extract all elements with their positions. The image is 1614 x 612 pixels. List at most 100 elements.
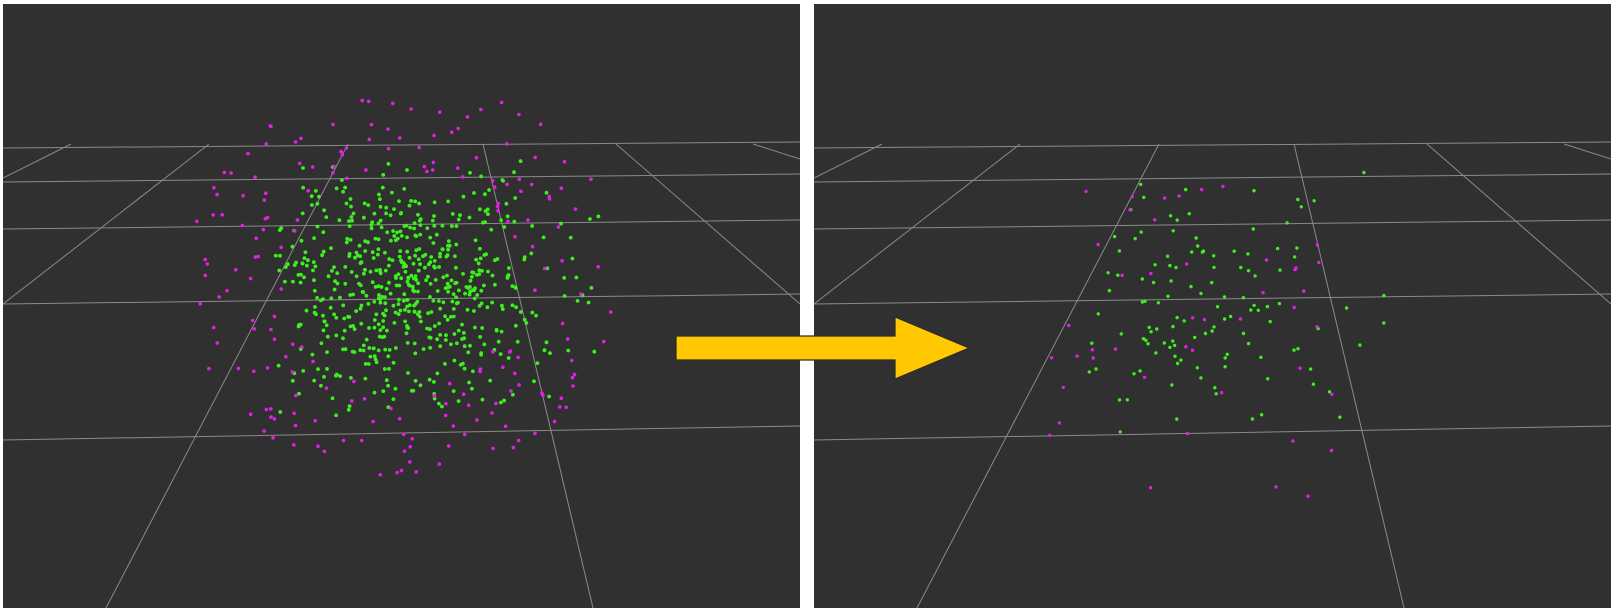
point: [378, 197, 382, 202]
point: [347, 224, 352, 229]
point: [353, 255, 357, 260]
point: [1362, 170, 1366, 175]
point: [248, 276, 253, 281]
point: [290, 370, 295, 374]
point: [350, 218, 354, 223]
point: [421, 254, 425, 259]
point: [471, 270, 476, 275]
point: [382, 367, 387, 371]
point: [1296, 347, 1300, 351]
point: [432, 200, 437, 205]
point: [297, 391, 301, 396]
point: [433, 278, 438, 282]
point: [1277, 301, 1282, 306]
point: [1221, 184, 1225, 189]
point: [367, 346, 372, 350]
point: [278, 410, 283, 414]
point: [1212, 254, 1216, 258]
point: [414, 234, 419, 239]
point: [496, 339, 501, 344]
point: [438, 306, 443, 311]
point: [513, 285, 518, 290]
point: [313, 264, 318, 269]
point: [432, 214, 436, 218]
point: [385, 230, 390, 235]
point: [499, 100, 504, 105]
point: [254, 236, 258, 240]
point: [347, 404, 352, 408]
point: [451, 424, 456, 428]
grid-line: [814, 143, 1021, 305]
point: [325, 367, 329, 371]
point: [473, 325, 477, 330]
point: [451, 389, 456, 393]
point: [381, 389, 386, 393]
point: [412, 226, 416, 231]
point: [407, 255, 412, 260]
point: [496, 209, 500, 213]
point: [444, 333, 448, 338]
point: [1166, 294, 1170, 298]
point: [416, 289, 420, 294]
point: [1358, 343, 1362, 347]
point: [506, 356, 511, 360]
point: [443, 314, 447, 319]
point: [399, 468, 404, 473]
point: [1075, 354, 1079, 358]
point: [1057, 421, 1062, 425]
point: [409, 107, 413, 111]
point: [513, 235, 517, 239]
point: [292, 443, 296, 447]
point: [315, 224, 320, 229]
point: [357, 243, 362, 248]
point: [502, 225, 507, 229]
point: [388, 213, 393, 218]
point: [363, 376, 368, 381]
filtered-point-cloud-viewport[interactable]: [814, 4, 1611, 608]
point: [416, 212, 420, 217]
point: [310, 203, 314, 207]
point: [311, 268, 315, 273]
point: [473, 238, 478, 243]
point: [334, 315, 339, 320]
point: [203, 257, 207, 262]
point: [349, 215, 354, 219]
point: [283, 265, 288, 269]
grid-line: [105, 143, 349, 608]
point: [425, 326, 429, 331]
point: [1096, 242, 1100, 247]
point: [490, 411, 494, 415]
point: [1251, 227, 1255, 231]
point: [1232, 249, 1236, 253]
point: [589, 286, 594, 290]
point: [261, 227, 266, 232]
point: [472, 191, 476, 195]
point: [417, 247, 422, 251]
point: [460, 322, 464, 327]
point: [462, 366, 467, 371]
point: [1315, 243, 1319, 247]
ground-grid: [3, 141, 800, 608]
point: [533, 155, 537, 160]
point: [460, 361, 465, 366]
point: [403, 308, 407, 312]
point: [572, 372, 577, 377]
point: [1210, 280, 1214, 285]
point: [503, 424, 508, 429]
point: [1261, 291, 1265, 295]
point: [264, 407, 269, 412]
input-point-cloud-viewport[interactable]: [3, 4, 800, 608]
point: [471, 369, 475, 374]
point: [378, 328, 383, 332]
point: [1268, 319, 1272, 324]
point: [405, 249, 410, 254]
point: [501, 365, 505, 370]
point: [522, 317, 527, 322]
point: [425, 226, 430, 231]
point: [446, 444, 451, 448]
point: [1315, 325, 1319, 329]
point: [406, 371, 410, 375]
point: [517, 383, 521, 387]
point: [456, 399, 461, 403]
point: [508, 349, 513, 353]
